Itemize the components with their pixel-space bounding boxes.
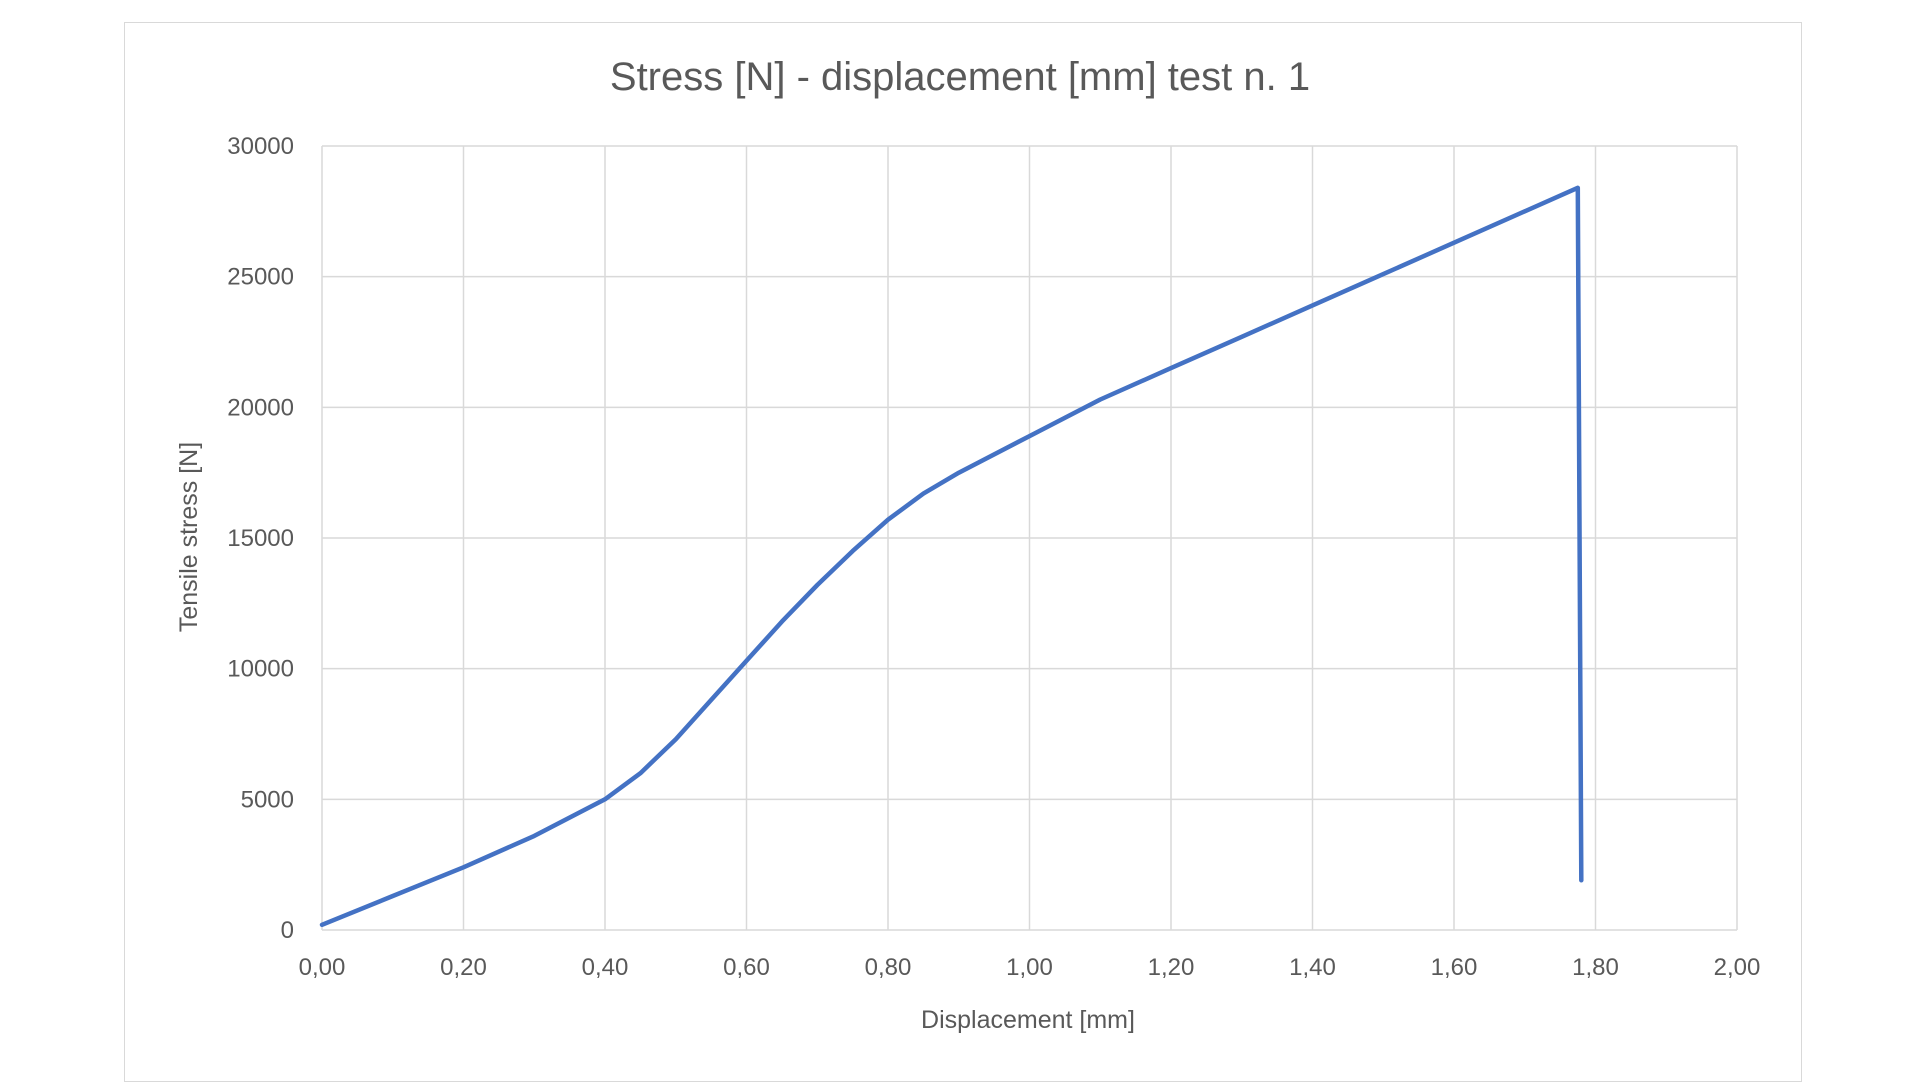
series-layer [319, 185, 1584, 928]
y-tick-label: 20000 [227, 394, 294, 421]
x-tick-label: 0,00 [299, 954, 346, 981]
x-tick-label: 1,20 [1148, 954, 1195, 981]
chart-frame [124, 22, 1802, 1082]
y-axis-label: Tensile stress [N] [175, 442, 203, 632]
x-tick-label: 0,20 [440, 954, 487, 981]
x-tick-label: 1,60 [1431, 954, 1478, 981]
tick-labels: 0,00 0,20 0,40 0,60 0,80 1,00 1,20 1,40 1,60 1,80… [227, 133, 1760, 981]
x-tick-label: 2,00 [1714, 954, 1761, 981]
x-tick-label: 0,80 [865, 954, 912, 981]
x-tick-label: 0,60 [723, 954, 770, 981]
y-tick-label: 5000 [241, 786, 294, 813]
y-tick-label: 30000 [227, 133, 294, 160]
y-tick-label: 25000 [227, 264, 294, 291]
x-tick-label: 1,00 [1006, 954, 1053, 981]
y-tick-label: 15000 [227, 525, 294, 552]
x-tick-label: 0,40 [582, 954, 629, 981]
x-axis-label: Displacement [mm] [921, 1006, 1135, 1034]
y-tick-label: 0 [281, 917, 294, 944]
x-tick-label: 1,40 [1289, 954, 1336, 981]
chart-title: Stress [N] - displacement [mm] test n. 1 [610, 55, 1310, 99]
grid-lines [321, 145, 1738, 931]
x-tick-label: 1,80 [1572, 954, 1619, 981]
series-line [319, 185, 1584, 928]
y-tick-label: 10000 [227, 656, 294, 683]
